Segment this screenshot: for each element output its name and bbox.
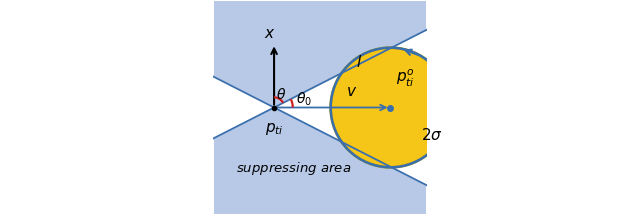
Polygon shape xyxy=(274,1,427,214)
Text: $l$: $l$ xyxy=(356,54,362,70)
Text: $p_{ti}^{o}$: $p_{ti}^{o}$ xyxy=(396,68,415,89)
Text: $2\sigma$: $2\sigma$ xyxy=(420,127,442,143)
Polygon shape xyxy=(213,1,274,214)
Text: $\theta$: $\theta$ xyxy=(276,87,286,102)
Circle shape xyxy=(331,48,451,167)
Text: $\theta_0$: $\theta_0$ xyxy=(296,91,312,108)
Text: $p_{ti}$: $p_{ti}$ xyxy=(265,121,284,137)
Text: $\it{suppressing\ area}$: $\it{suppressing\ area}$ xyxy=(236,160,351,177)
Text: $x$: $x$ xyxy=(264,26,275,41)
Text: $v$: $v$ xyxy=(346,84,358,99)
